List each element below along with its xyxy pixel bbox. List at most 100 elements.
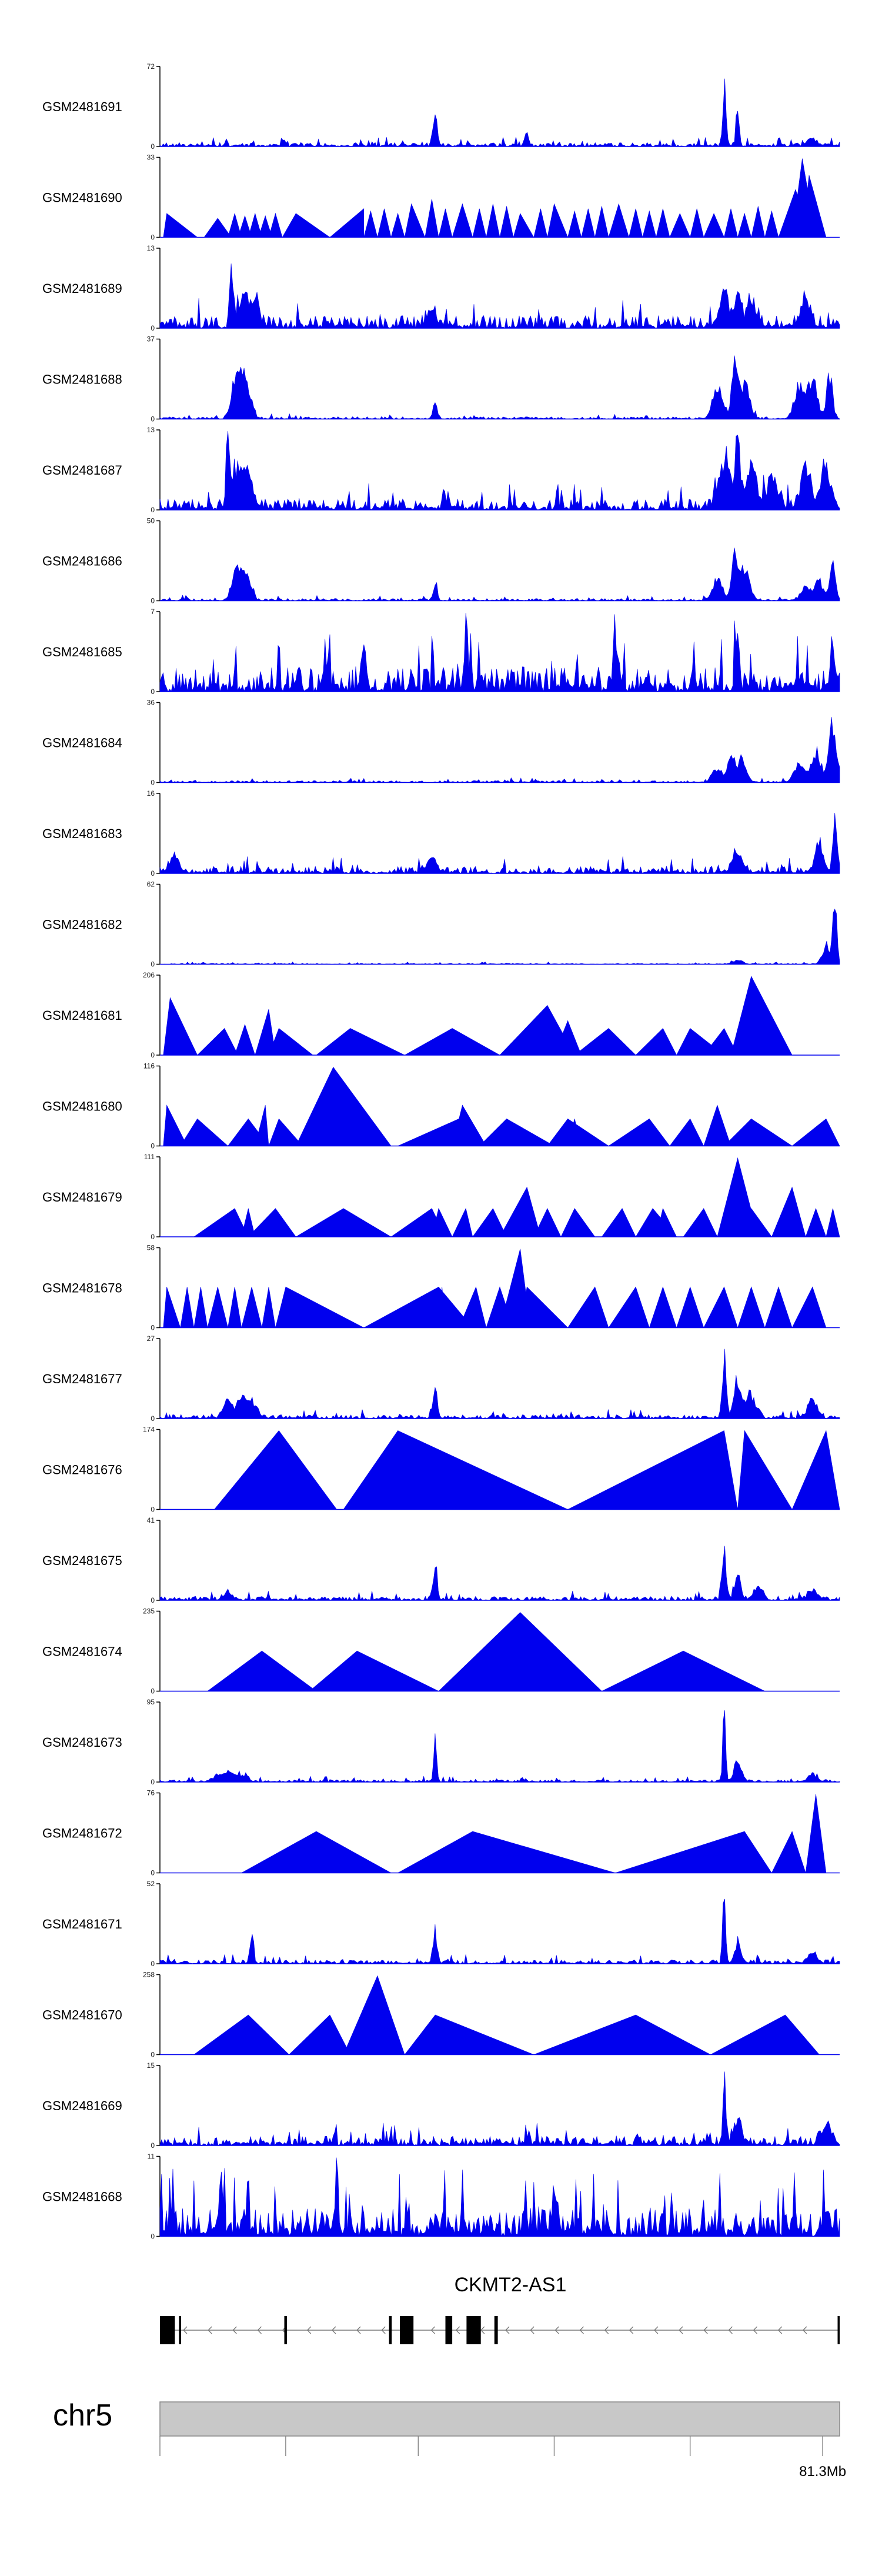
track-label: GSM2481689	[42, 281, 122, 296]
track-GSM2481673: GSM2481673 95 0	[42, 1698, 840, 1786]
signal-area	[163, 1249, 827, 1328]
strand-arrow	[430, 2326, 435, 2334]
track-GSM2481680: GSM2481680 116 0	[42, 1062, 840, 1150]
y-tick-label-max: 33	[147, 154, 155, 162]
exon-block	[494, 2316, 498, 2344]
strand-arrow	[802, 2326, 807, 2334]
y-tick-label-max: 37	[147, 335, 155, 343]
track-GSM2481689: GSM2481689 13 0	[42, 244, 840, 332]
signal-area	[159, 2157, 840, 2237]
y-tick-label-min: 0	[151, 779, 155, 787]
y-tick-label-max: 116	[143, 1062, 155, 1070]
signal-area	[193, 1157, 840, 1237]
strand-arrow	[728, 2326, 733, 2334]
track-label: GSM2481687	[42, 463, 122, 478]
signal-area	[159, 717, 840, 783]
track-GSM2481684: GSM2481684 36 0	[42, 699, 840, 787]
track-GSM2481671: GSM2481671 52 0	[42, 1880, 840, 1968]
signal-area	[159, 78, 840, 147]
y-tick-label-max: 50	[147, 517, 155, 525]
y-tick-label-max: 72	[147, 62, 155, 71]
signal-area	[159, 2071, 840, 2146]
chromosome-name: chr5	[53, 2398, 112, 2432]
track-GSM2481691: GSM2481691 72 0	[42, 62, 840, 151]
y-tick-label-min: 0	[151, 960, 155, 969]
exon-block	[837, 2316, 840, 2344]
y-tick-label-min: 0	[151, 324, 155, 332]
tracks-layer: GSM2481691720GSM2481690330GSM2481689130G…	[42, 62, 840, 2241]
strand-arrow	[679, 2326, 683, 2334]
strand-arrow	[455, 2326, 460, 2334]
signal-area	[159, 548, 840, 601]
y-tick-label-min: 0	[151, 233, 155, 242]
y-tick-label-min: 0	[151, 415, 155, 423]
exon-block	[389, 2316, 392, 2344]
track-label: GSM2481681	[42, 1008, 122, 1023]
y-tick-label-min: 0	[151, 1960, 155, 1968]
y-tick-label-max: 7	[151, 608, 155, 616]
y-tick-label-max: 58	[147, 1244, 155, 1252]
y-tick-label-min: 0	[151, 688, 155, 696]
track-label: GSM2481685	[42, 645, 122, 659]
signal-area	[163, 976, 793, 1056]
y-tick-label-max: 41	[147, 1516, 155, 1524]
track-GSM2481685: GSM2481685 7 0	[42, 608, 840, 696]
y-tick-label-max: 15	[147, 2061, 155, 2070]
strand-arrow	[183, 2326, 188, 2334]
strand-arrow	[480, 2326, 485, 2334]
signal-area	[159, 813, 840, 874]
signal-area	[159, 1349, 840, 1419]
strand-arrow	[629, 2326, 634, 2334]
signal-area	[193, 1975, 820, 2055]
track-GSM2481681: GSM2481681 206 0	[42, 971, 840, 1059]
signal-area	[159, 431, 840, 510]
strand-arrow	[232, 2326, 237, 2334]
strand-arrow	[306, 2326, 312, 2334]
track-GSM2481683: GSM2481683 16 0	[42, 789, 840, 877]
strand-arrow	[604, 2326, 609, 2334]
track-GSM2481687: GSM2481687 13 0	[42, 426, 840, 514]
strand-arrow	[332, 2326, 336, 2334]
exon-block	[445, 2316, 453, 2344]
y-tick-label-max: 62	[147, 880, 155, 889]
strand-arrow	[554, 2326, 559, 2334]
strand-arrow	[753, 2326, 757, 2334]
track-label: GSM2481674	[42, 1644, 122, 1659]
signal-area	[163, 158, 827, 238]
track-GSM2481688: GSM2481688 37 0	[42, 335, 840, 423]
y-tick-label-max: 11	[148, 2153, 155, 2161]
track-label: GSM2481675	[42, 1553, 122, 1568]
track-GSM2481677: GSM2481677 27 0	[42, 1334, 840, 1423]
signal-area	[159, 612, 840, 693]
strand-arrow	[579, 2326, 584, 2334]
y-tick-label-max: 13	[147, 244, 155, 252]
track-label: GSM2481686	[42, 554, 122, 569]
strand-arrow	[530, 2326, 534, 2334]
track-label: GSM2481682	[42, 917, 122, 932]
y-tick-label-max: 111	[144, 1153, 155, 1161]
gene-name: CKMT2-AS1	[455, 2274, 567, 2296]
exon-block	[160, 2316, 175, 2344]
track-label: GSM2481683	[42, 826, 122, 841]
track-label: GSM2481684	[42, 736, 122, 750]
signal-area	[163, 1066, 840, 1146]
y-tick-label-min: 0	[151, 1324, 155, 1332]
strand-arrow	[208, 2326, 212, 2334]
track-GSM2481686: GSM2481686 50 0	[42, 517, 840, 605]
y-tick-label-max: 235	[143, 1607, 155, 1616]
y-tick-label-max: 36	[147, 699, 155, 707]
exon-block	[466, 2316, 481, 2344]
track-label: GSM2481676	[42, 1463, 122, 1477]
track-GSM2481675: GSM2481675 41 0	[42, 1516, 840, 1604]
signal-area	[213, 1430, 840, 1510]
track-label: GSM2481669	[42, 2098, 122, 2113]
strand-arrow	[381, 2326, 386, 2334]
gene-annotation: CKMT2-AS1	[160, 2274, 840, 2344]
strand-arrow	[356, 2326, 361, 2334]
track-GSM2481668: GSM2481668 11 0	[42, 2153, 840, 2241]
y-tick-label-max: 27	[147, 1334, 155, 1343]
track-label: GSM2481670	[42, 2008, 122, 2023]
track-label: GSM2481668	[42, 2190, 122, 2204]
track-label: GSM2481672	[42, 1826, 122, 1841]
